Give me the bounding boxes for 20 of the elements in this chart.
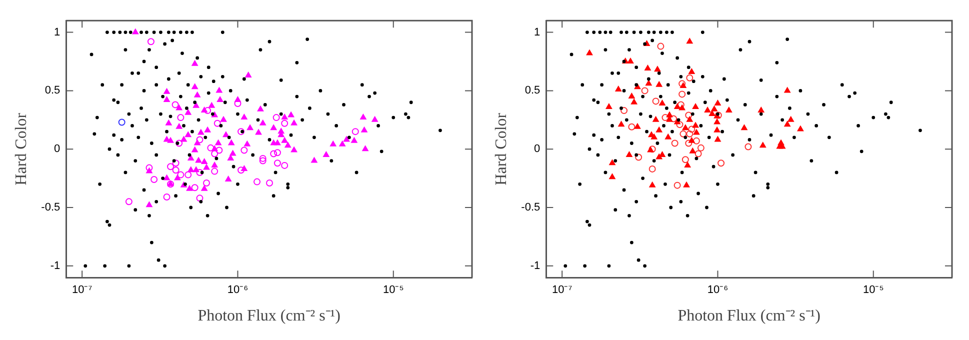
x-tick-label: 10⁻⁵ xyxy=(382,284,404,296)
x-tick-label: 10⁻⁶ xyxy=(707,284,728,296)
y-tick-label: 0.5 xyxy=(44,84,60,97)
x-tick-label: 10⁻⁶ xyxy=(227,284,248,296)
y-tick-label: -0.5 xyxy=(521,202,540,214)
y-tick-label: -1 xyxy=(530,260,540,272)
y-tick-label: 0 xyxy=(54,143,60,156)
y-tick-label: 0.5 xyxy=(524,84,540,97)
y-tick-label: 0 xyxy=(534,143,540,156)
y-tick-label: 1 xyxy=(534,26,540,38)
x-axis-title: Photon Flux (cm⁻² s⁻¹) xyxy=(678,308,820,325)
y-tick-label: -1 xyxy=(50,260,60,272)
y-tick-label: 1 xyxy=(54,26,60,38)
y-axis-title: Hard Color xyxy=(492,112,510,186)
x-axis-title: Photon Flux (cm⁻² s⁻¹) xyxy=(198,308,340,325)
x-tick-label: 10⁻⁷ xyxy=(552,284,572,296)
x-tick-label: 10⁻⁵ xyxy=(862,284,884,296)
y-axis-title: Hard Color xyxy=(12,112,30,186)
x-tick-label: 10⁻⁷ xyxy=(72,284,92,296)
y-tick-label: -0.5 xyxy=(41,202,60,214)
